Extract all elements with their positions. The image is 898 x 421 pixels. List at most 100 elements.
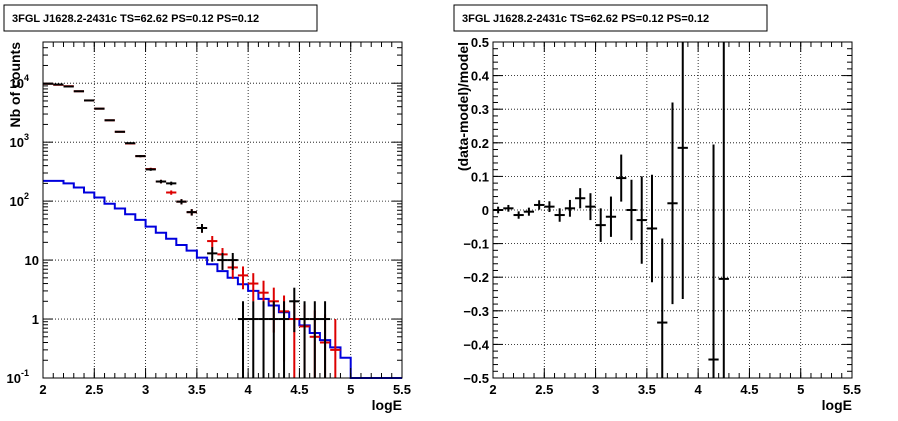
counts-x-tick-label: 3	[142, 382, 149, 397]
residuals-grid	[493, 42, 852, 378]
counts-data-point	[258, 301, 269, 378]
counts-x-tick-label: 2	[39, 382, 46, 397]
counts-data-point	[104, 119, 115, 122]
residuals-residuals-point	[503, 204, 514, 212]
counts-total-model-point	[248, 273, 259, 302]
counts-x-axis-label: logE	[372, 397, 402, 413]
counts-data-point	[299, 301, 310, 378]
counts-x-tick-label: 2.5	[85, 382, 103, 397]
residuals-panel: 2 2.5 3 3.5 4 4.5 5 5.5 −0.5 −0.4 −0.3 −0.2 −0.1 0 0.1…	[453, 4, 861, 413]
residuals-x-tick-label: 4	[695, 382, 703, 397]
counts-y-tick-label: 104	[10, 73, 29, 91]
residuals-x-tick-label: 5	[797, 382, 804, 397]
residuals-residuals-point	[544, 201, 555, 213]
counts-ticks: 2 2.5 3 3.5 4 4.5 5 5.5 10-1 1 10 102 103 104	[7, 42, 411, 397]
counts-data-point	[73, 90, 85, 93]
counts-data-point	[278, 301, 290, 378]
counts-x-tick-label: 4.5	[290, 382, 308, 397]
residuals-y-tick-label: −0.3	[463, 304, 489, 319]
residuals-residuals-point	[667, 102, 678, 305]
counts-data-point	[227, 252, 238, 270]
counts-data-point	[53, 83, 64, 86]
residuals-residuals-point	[616, 154, 627, 202]
counts-data-point	[186, 209, 197, 216]
residuals-y-tick-label: 0.2	[471, 136, 489, 151]
counts-y-tick-label: 103	[10, 132, 29, 150]
counts-grid	[43, 42, 402, 378]
residuals-x-tick-label: 3	[592, 382, 599, 397]
counts-data-point	[248, 301, 259, 378]
counts-marks	[43, 82, 402, 379]
residuals-y-tick-label: −0.2	[463, 270, 489, 285]
counts-data-point	[268, 301, 279, 378]
counts-data-point	[176, 199, 187, 205]
counts-title: 3FGL J1628.2-2431c TS=62.62 PS=0.12 PS=0…	[12, 13, 259, 25]
counts-data-point	[237, 301, 249, 378]
residuals-residuals-point	[554, 208, 565, 222]
counts-total-model-point	[330, 319, 341, 378]
counts-y-tick-label: 10-1	[7, 368, 29, 386]
counts-data-point	[125, 142, 136, 145]
counts-data-point	[155, 179, 167, 184]
residuals-y-tick-label: −0.5	[463, 371, 489, 386]
residuals-residuals-point	[513, 211, 524, 219]
residuals-residuals-point	[523, 207, 535, 216]
residuals-y-tick-label: 0.5	[471, 35, 489, 50]
residuals-residuals-point	[585, 193, 596, 221]
counts-x-tick-label: 4	[245, 382, 253, 397]
residuals-ticks: 2 2.5 3 3.5 4 4.5 5 5.5 −0.5 −0.4 −0.3 −0.2 −0.1 0 0.1…	[463, 35, 861, 397]
residuals-title-box	[453, 4, 768, 32]
counts-data-point	[145, 168, 156, 171]
residuals-residuals-point	[575, 188, 586, 209]
residuals-residuals-point	[626, 179, 637, 241]
counts-title-box	[3, 4, 318, 32]
residuals-x-tick-label: 2	[489, 382, 496, 397]
residuals-y-tick-label: 0.4	[471, 69, 490, 84]
counts-total-model-point	[166, 190, 177, 195]
counts-data-point	[319, 301, 331, 378]
counts-data-point	[84, 99, 95, 102]
residuals-y-axis-label: (data-model)/model	[455, 42, 471, 171]
counts-plot-frame	[42, 41, 403, 379]
residuals-residuals-point	[677, 42, 688, 300]
counts-y-tick-label: 1	[32, 312, 39, 327]
counts-data-point	[196, 224, 208, 233]
counts-source-model-step-line	[43, 179, 402, 379]
residuals-y-tick-label: −0.1	[463, 237, 489, 252]
residuals-residuals-point	[657, 238, 668, 378]
counts-x-tick-label: 3.5	[188, 382, 206, 397]
residuals-y-tick-label: 0	[482, 203, 489, 218]
residuals-y-tick-label: 0.3	[471, 102, 489, 117]
residuals-residuals-point	[534, 200, 545, 210]
counts-x-tick-label: 5.5	[393, 382, 411, 397]
residuals-x-tick-label: 4.5	[740, 382, 758, 397]
counts-total-model-point	[207, 236, 218, 248]
counts-total-model-point	[237, 266, 249, 290]
counts-data-point	[309, 301, 320, 378]
residuals-y-tick-label: 0.1	[471, 169, 489, 184]
counts-data-point	[114, 130, 126, 133]
residuals-residuals-point	[564, 199, 576, 217]
counts-x-tick-label: 5	[347, 382, 354, 397]
residuals-residuals-point	[605, 196, 617, 237]
counts-y-axis-label: Nb of counts	[7, 42, 23, 128]
counts-data-point	[63, 85, 74, 88]
residuals-residuals-point	[636, 176, 647, 264]
residuals-x-tick-label: 5.5	[843, 382, 861, 397]
residuals-x-tick-label: 2.5	[535, 382, 553, 397]
residuals-residuals-point	[708, 144, 719, 378]
residuals-residuals-point	[646, 174, 658, 283]
residuals-marks	[493, 42, 729, 378]
counts-data-point	[166, 181, 177, 186]
counts-y-tick-label: 10	[25, 253, 39, 268]
counts-y-tick-label: 102	[10, 191, 29, 209]
residuals-title: 3FGL J1628.2-2431c TS=62.62 PS=0.12 PS=0…	[462, 13, 709, 25]
counts-data-point	[135, 155, 146, 158]
counts-panel: 2 2.5 3 3.5 4 4.5 5 5.5 10-1 1 10 102 103 104 logE Nb…	[3, 4, 411, 413]
counts-data-point	[207, 247, 218, 262]
counts-data-point	[94, 107, 105, 110]
residuals-residuals-point	[718, 42, 729, 378]
residuals-residuals-point	[595, 208, 606, 242]
residuals-x-tick-label: 3.5	[638, 382, 656, 397]
